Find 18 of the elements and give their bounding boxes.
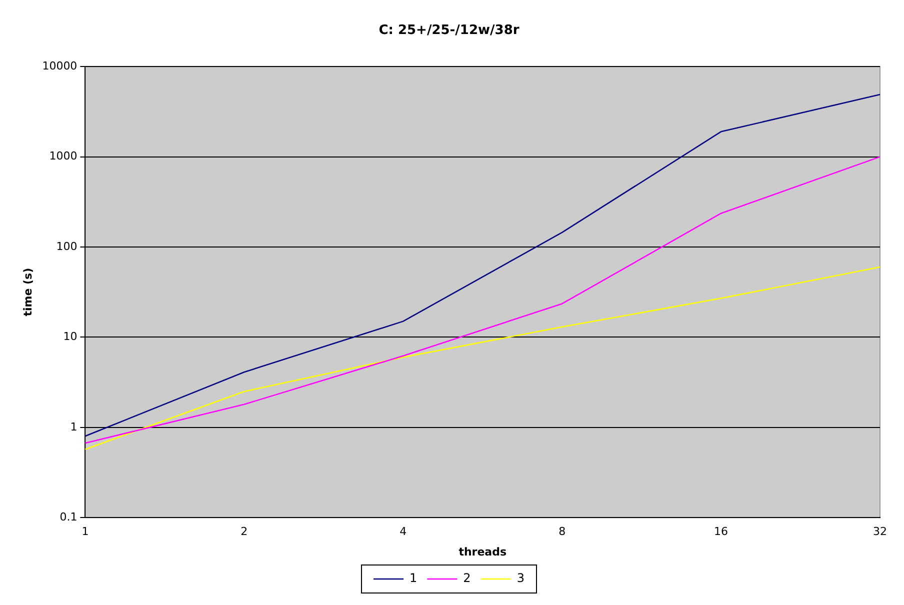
x-tick-label: 32 — [873, 525, 887, 538]
y-tick-label: 0.1 — [60, 510, 78, 524]
x-axis-title: threads — [458, 545, 507, 558]
x-tick-label: 2 — [240, 525, 248, 538]
y-axis-title: time (s) — [21, 268, 34, 316]
x-tick-label: 1 — [82, 525, 89, 538]
y-tick-label: 100 — [56, 240, 78, 253]
legend-label: 2 — [463, 571, 471, 586]
y-tick-label: 10 — [63, 330, 78, 344]
legend-label: 3 — [516, 571, 524, 586]
y-tick-label: 1000 — [49, 150, 78, 163]
y-tick-label: 10000 — [42, 59, 78, 72]
x-tick-label: 8 — [558, 525, 566, 538]
chart-title: C: 25+/25-/12w/38r — [378, 23, 520, 38]
legend-label: 1 — [410, 571, 418, 586]
y-tick-label: 1 — [70, 420, 78, 434]
x-tick-label: 4 — [400, 525, 407, 538]
x-tick-label: 16 — [714, 525, 728, 538]
